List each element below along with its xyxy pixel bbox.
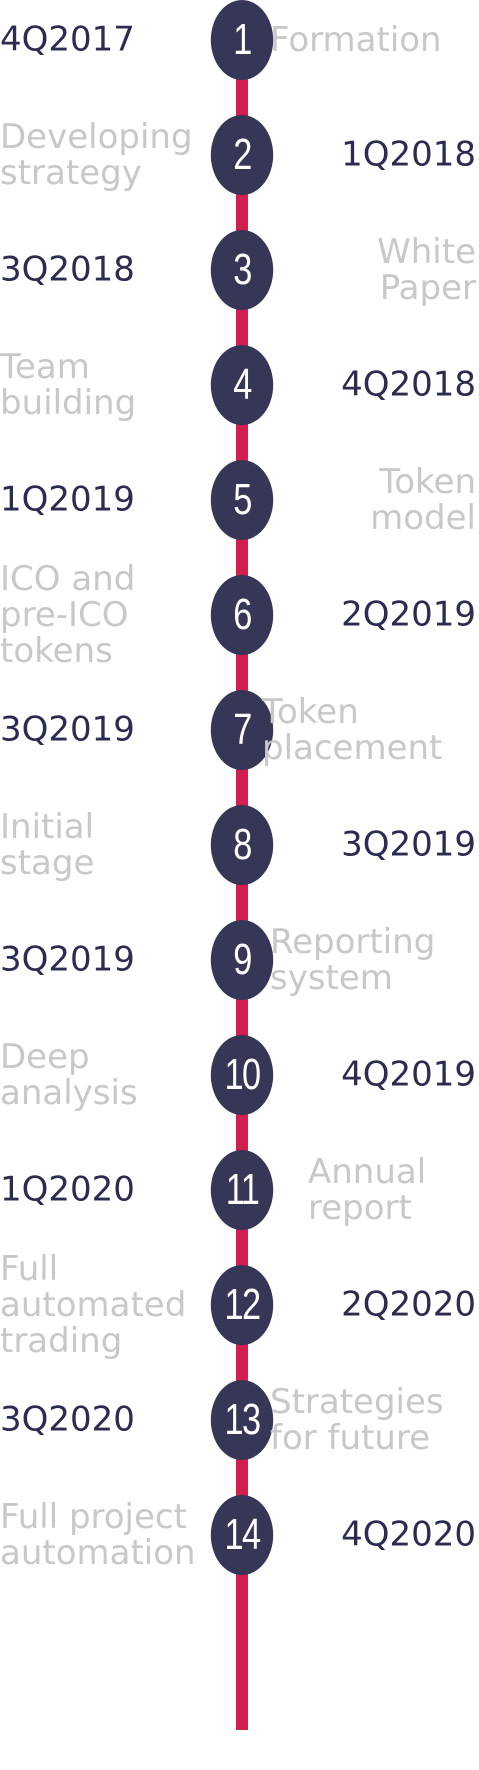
milestone-event: Deep analysis xyxy=(0,1039,138,1111)
milestone-row: 4 4Q2018 Team building xyxy=(0,345,479,425)
milestone-number-badge: 8 xyxy=(210,805,274,885)
milestone-event-line: Reporting xyxy=(270,922,436,962)
milestone-event-line: stage xyxy=(0,843,95,883)
milestone-event: Annual report xyxy=(308,1154,426,1226)
milestone-event-line: Developing xyxy=(0,117,193,157)
milestone-event-line: tokens xyxy=(0,631,113,671)
milestone-event-line: trading xyxy=(0,1321,123,1361)
milestone-row: 7 3Q2019 Token placement xyxy=(0,690,479,770)
milestone-number-badge: 12 xyxy=(210,1265,274,1345)
milestone-date: 3Q2020 xyxy=(0,1399,135,1440)
milestone-event: Developing strategy xyxy=(0,119,193,191)
milestone-event: Full automated trading xyxy=(0,1251,186,1359)
milestone-row: 13 3Q2020 Strategies for future xyxy=(0,1380,479,1460)
milestone-event-line: system xyxy=(270,958,393,998)
milestone-number-badge: 11 xyxy=(210,1150,274,1230)
milestone-event-line: Full xyxy=(0,1249,59,1289)
milestone-date: 4Q2020 xyxy=(341,1514,476,1555)
milestone-number-badge: 14 xyxy=(210,1495,274,1575)
milestone-row: 5 1Q2019 Token model xyxy=(0,460,479,540)
milestone-event: Initial stage xyxy=(0,809,94,881)
milestone-event-line: White xyxy=(377,232,476,272)
milestone-event: Token placement xyxy=(262,694,442,766)
milestone-event: Reporting system xyxy=(270,924,435,996)
milestone-event-line: Initial xyxy=(0,807,95,847)
milestone-number-badge: 3 xyxy=(210,230,274,310)
milestone-event-line: automation xyxy=(0,1533,196,1573)
milestone-event-line: Full project xyxy=(0,1497,187,1537)
milestone-date: 2Q2020 xyxy=(341,1284,476,1325)
milestone-event: ICO and pre-ICO tokens xyxy=(0,561,135,669)
milestone-date: 2Q2019 xyxy=(341,594,476,635)
milestone-event-line: Token xyxy=(262,692,359,732)
milestone-date: 4Q2018 xyxy=(341,364,476,405)
milestone-date: 1Q2019 xyxy=(0,479,135,520)
milestone-date: 4Q2019 xyxy=(341,1054,476,1095)
milestone-row: 12 2Q2020 Full automated trading xyxy=(0,1251,479,1359)
milestone-row: 1 4Q2017 Formation xyxy=(0,0,479,80)
milestone-row: 9 3Q2019 Reporting system xyxy=(0,920,479,1000)
milestone-number-badge: 9 xyxy=(210,920,274,1000)
milestone-number-badge: 1 xyxy=(210,0,274,80)
milestone-date: 3Q2019 xyxy=(0,939,135,980)
milestone-number-badge: 5 xyxy=(210,460,274,540)
milestone-event: Full project automation xyxy=(0,1499,196,1571)
milestone-row: 14 4Q2020 Full project automation xyxy=(0,1495,479,1575)
milestone-event-line: ICO and xyxy=(0,559,136,599)
milestone-row: 8 3Q2019 Initial stage xyxy=(0,805,479,885)
milestone-number-badge: 7 xyxy=(210,690,274,770)
milestone-event-line: Annual xyxy=(308,1152,427,1192)
milestone-date: 4Q2017 xyxy=(0,19,135,60)
milestone-number-badge: 4 xyxy=(210,345,274,425)
milestone-date: 3Q2019 xyxy=(0,709,135,750)
milestone-row: 6 2Q2019 ICO and pre-ICO tokens xyxy=(0,561,479,669)
milestone-number-badge: 2 xyxy=(210,115,274,195)
milestone-event-line: Deep xyxy=(0,1037,90,1077)
milestone-event-line: pre-ICO xyxy=(0,595,129,635)
milestone-event: Formation xyxy=(270,22,442,58)
milestone-event-line: placement xyxy=(262,728,443,768)
milestone-event-line: Strategies xyxy=(270,1382,444,1422)
milestone-event: Token model xyxy=(370,464,476,536)
milestone-event-line: Team xyxy=(0,347,90,387)
milestone-date: 3Q2018 xyxy=(0,249,135,290)
milestone-row: 11 1Q2020 Annual report xyxy=(0,1150,479,1230)
milestone-event: White Paper xyxy=(377,234,476,306)
milestone-date: 1Q2020 xyxy=(0,1169,135,1210)
milestone-event-line: building xyxy=(0,383,137,423)
milestone-event-line: model xyxy=(370,498,476,538)
milestone-number-badge: 6 xyxy=(210,575,274,655)
milestone-date: 3Q2019 xyxy=(341,824,476,865)
milestone-row: 2 1Q2018 Developing strategy xyxy=(0,115,479,195)
milestone-event-line: report xyxy=(308,1188,412,1228)
milestone-event-line: automated xyxy=(0,1285,187,1325)
milestone-event-line: Paper xyxy=(379,268,476,308)
milestone-event-line: analysis xyxy=(0,1073,138,1113)
milestone-number-badge: 10 xyxy=(210,1035,274,1115)
milestone-event-line: Token xyxy=(379,462,476,502)
milestone-date: 1Q2018 xyxy=(341,134,476,175)
milestone-row: 3 3Q2018 White Paper xyxy=(0,230,479,310)
milestone-event-line: strategy xyxy=(0,153,142,193)
milestone-number-badge: 13 xyxy=(210,1380,274,1460)
milestone-row: 10 4Q2019 Deep analysis xyxy=(0,1035,479,1115)
milestone-event: Strategies for future xyxy=(270,1384,444,1456)
milestone-event: Team building xyxy=(0,349,136,421)
milestone-event-line: Formation xyxy=(270,20,442,60)
milestone-event-line: for future xyxy=(270,1418,431,1458)
